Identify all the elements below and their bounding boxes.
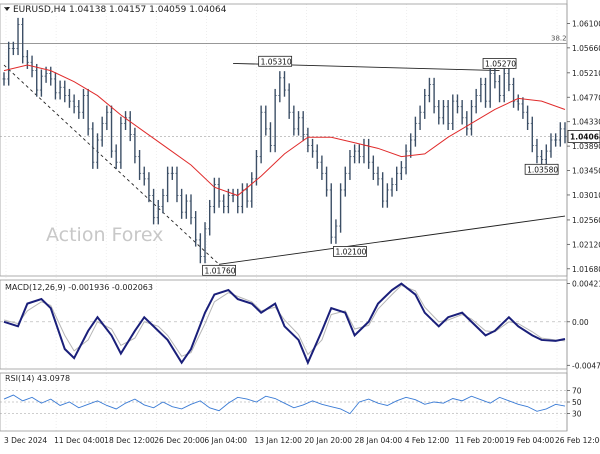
- y-tick-label: 1.03010: [572, 191, 600, 200]
- x-tick-label: 11 Dec 04:00: [54, 436, 105, 445]
- y-tick-label: 1.05210: [572, 69, 600, 78]
- x-tick-label: 20 Jan 20:00: [305, 436, 353, 445]
- x-tick-label: 4 Feb 12:00: [405, 436, 450, 445]
- x-tick-label: 26 Feb 12:00: [555, 436, 600, 445]
- fib-level-label: 38.2: [551, 34, 567, 42]
- trendline: [218, 215, 566, 265]
- x-tick-label: 18 Dec 12:00: [104, 436, 155, 445]
- rsi-y-tick-label: 70: [572, 386, 582, 395]
- x-tick-label: 3 Dec 2024: [4, 436, 47, 445]
- macd-title: MACD(12,26,9) -0.001936 -0.002063: [5, 283, 153, 292]
- macd-line: [3, 282, 566, 366]
- x-tick-label: 19 Feb 04:00: [505, 436, 554, 445]
- macd-y-tick-label: 0.004212: [572, 280, 600, 289]
- y-tick-label: 1.03890: [572, 142, 600, 151]
- symbol-header: EURUSD,H4 1.04138 1.04157 1.04059 1.0406…: [13, 5, 227, 15]
- x-tick-label: 6 Jan 04:00: [204, 436, 247, 445]
- x-tick-label: 28 Jan 04:00: [355, 436, 403, 445]
- y-tick-label: 1.02560: [572, 216, 600, 225]
- macd-y-tick-label: 0.00: [572, 318, 589, 327]
- price-label-box: [524, 163, 559, 175]
- y-tick-label: 1.02120: [572, 240, 600, 249]
- header: EURUSD,H4 1.04138 1.04157 1.04059 1.0406…: [4, 5, 227, 15]
- rsi-line: [3, 394, 566, 415]
- price-label-box: [333, 246, 367, 257]
- y-tick-label: 1.04330: [572, 118, 600, 127]
- price-label-box: [202, 264, 236, 276]
- rsi-y-tick-label: 30: [572, 410, 582, 419]
- y-tick-label: 1.01680: [572, 265, 600, 274]
- price-label: 1.05310: [261, 57, 292, 66]
- y-tick-label: 1.06100: [572, 19, 600, 28]
- current-price-box: [567, 130, 600, 143]
- y-tick-label: 1.04770: [572, 93, 600, 102]
- current-price-label: 1.04064: [570, 132, 600, 141]
- macd-panel: [0, 282, 567, 366]
- rsi-panel: [0, 390, 567, 415]
- watermark: Action Forex: [46, 224, 163, 246]
- rsi-title: RSI(14) 43.0978: [5, 374, 70, 383]
- price-label-box: [258, 55, 293, 67]
- x-tick-label: 11 Feb 20:00: [455, 436, 504, 445]
- price-label: 1.02100: [335, 247, 366, 256]
- rsi-y-tick-label: 50: [572, 398, 582, 407]
- trendline: [3, 64, 220, 265]
- y-tick-label: 1.05660: [572, 44, 600, 53]
- price-label-box: [482, 58, 517, 69]
- moving-average-line: [3, 64, 566, 197]
- macd-signal-line: [3, 284, 566, 357]
- price-label: 1.03580: [527, 165, 558, 174]
- y-tick-label: 1.03450: [572, 167, 600, 176]
- chevron-down-icon: [4, 7, 10, 11]
- macd-y-tick-label: -0.004794: [572, 361, 600, 370]
- x-tick-label: 26 Dec 20:00: [154, 436, 205, 445]
- price-label: 1.05270: [485, 60, 516, 69]
- price-label: 1.01760: [205, 266, 236, 275]
- x-tick-label: 13 Jan 12:00: [254, 436, 302, 445]
- price-panel: 38.2 1.04064 1.05310 1.05270 1.01760 1.02100 1…: [0, 17, 600, 276]
